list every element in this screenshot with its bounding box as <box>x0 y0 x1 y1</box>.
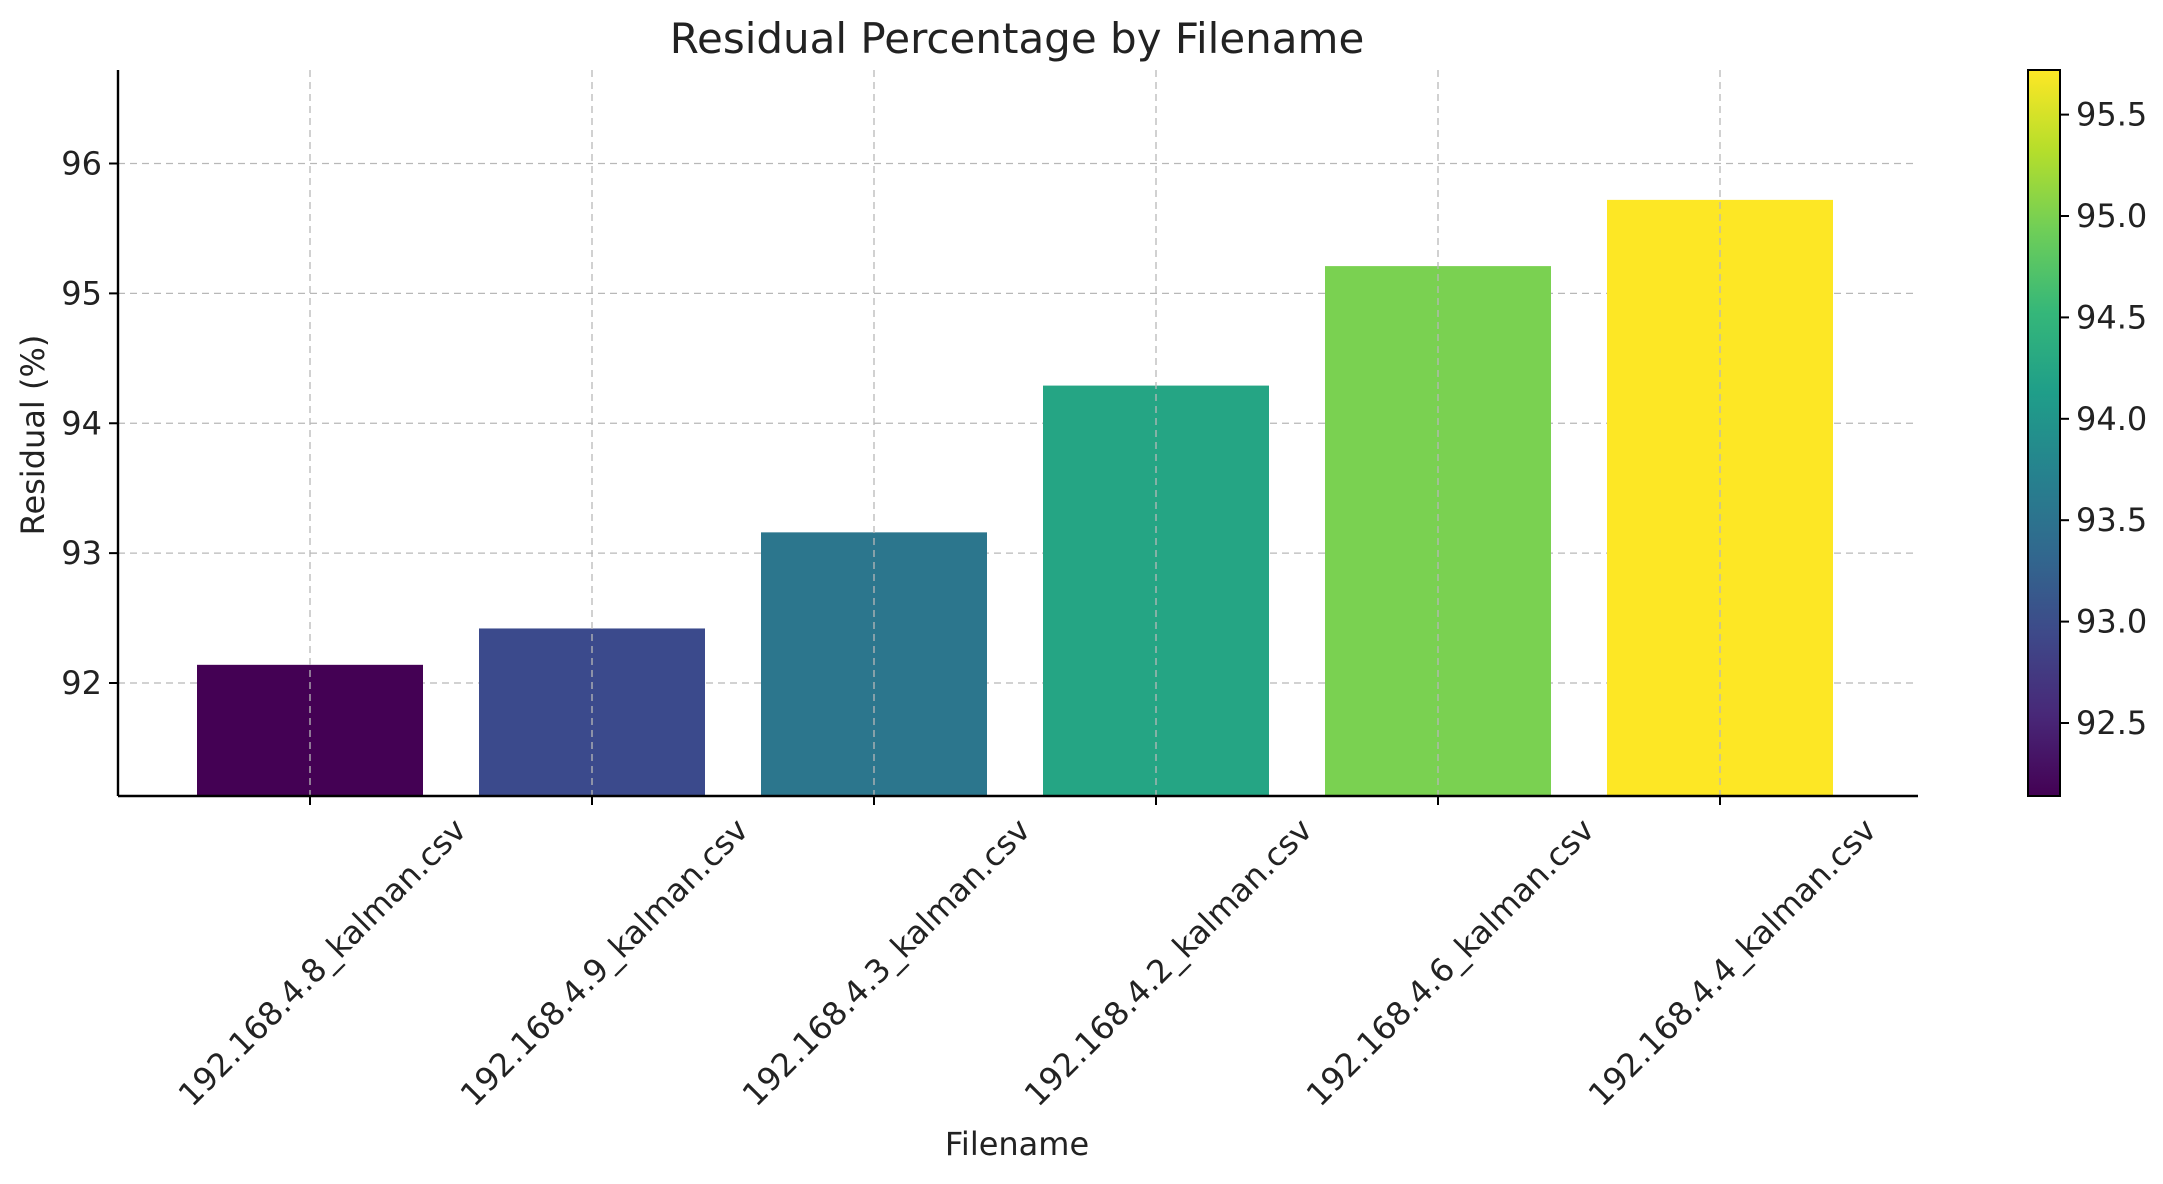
y-tick-label: 92 <box>61 664 102 702</box>
x-tick-label: 192.168.4.2_kalman.csv <box>1017 811 1320 1114</box>
y-tick-label: 96 <box>61 145 102 183</box>
x-tick-label: 192.168.4.4_kalman.csv <box>1581 811 1884 1114</box>
colorbar-tick-label: 95.0 <box>2076 197 2147 235</box>
y-tick-label: 95 <box>61 274 102 312</box>
colorbar-tick-label: 93.0 <box>2076 603 2147 641</box>
y-axis-label: Residual (%) <box>14 335 52 536</box>
colorbar-tick-label: 95.5 <box>2076 96 2147 134</box>
colorbar-tick-label: 94.5 <box>2076 298 2147 336</box>
x-axis-ticks: 192.168.4.8_kalman.csv192.168.4.9_kalman… <box>171 796 1884 1114</box>
x-tick-label: 192.168.4.3_kalman.csv <box>735 811 1038 1114</box>
axes <box>116 70 1918 798</box>
y-axis-ticks: 92 93 94 95 96 <box>61 145 118 702</box>
colorbar: 92.5 93.0 93.5 94.0 94.5 95.0 95.5 <box>2027 69 2147 797</box>
x-tick-label: 192.168.4.9_kalman.csv <box>453 811 756 1114</box>
colorbar-tick-label: 93.5 <box>2076 501 2147 539</box>
x-tick-label: 192.168.4.6_kalman.csv <box>1299 811 1602 1114</box>
colorbar-tick-label: 92.5 <box>2076 704 2147 742</box>
chart-title: Residual Percentage by Filename <box>670 14 1365 63</box>
x-tick-label: 192.168.4.8_kalman.csv <box>171 811 474 1114</box>
x-axis-label: Filename <box>945 1125 1089 1163</box>
y-tick-label: 93 <box>61 534 102 572</box>
colorbar-tick-label: 94.0 <box>2076 400 2147 438</box>
colorbar-gradient <box>2027 69 2061 797</box>
bars <box>197 70 1833 797</box>
y-tick-label: 94 <box>61 404 102 442</box>
